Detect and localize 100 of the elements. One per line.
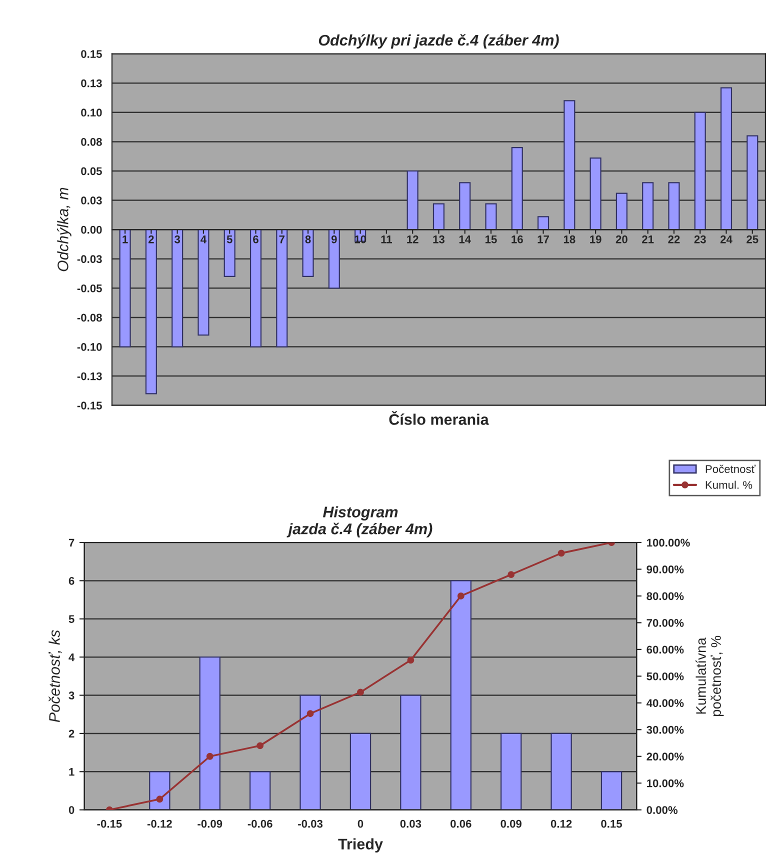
bar <box>172 229 184 348</box>
y2-tick-label: 60.00% <box>646 646 684 654</box>
y-tick-label: -0.03 <box>77 255 102 264</box>
point <box>407 656 414 664</box>
bar <box>590 158 602 230</box>
y-tick-label: -0.10 <box>77 343 102 351</box>
y-tick-label: 3 <box>68 692 74 700</box>
bar <box>199 656 220 810</box>
y-tick-label: 0.03 <box>81 196 102 204</box>
y-tick-label: -0.13 <box>77 372 102 380</box>
bar <box>600 771 622 810</box>
chart-title: Odchýlky pri jazde č.4 (záber 4m) <box>318 34 559 49</box>
y2-tick-label: 50.00% <box>646 672 684 680</box>
x-tick-label: 12 <box>407 235 418 244</box>
x-tick-label: 5 <box>226 236 232 244</box>
bar <box>406 170 418 230</box>
x-tick-label: 13 <box>433 235 444 244</box>
bar <box>511 147 523 230</box>
x-tick-label: 0.12 <box>550 820 572 828</box>
y2-tick-label: 0.00% <box>646 806 678 814</box>
bar <box>302 229 314 278</box>
x-tick-label: 0.09 <box>500 820 522 828</box>
y-axis-title: Odchýlka, m <box>56 188 72 272</box>
point <box>357 688 364 696</box>
y-tick-label: 0.15 <box>81 50 102 58</box>
x-tick-label: 4 <box>200 236 206 244</box>
y-tick-label: 0.13 <box>81 79 102 88</box>
y-axis-title: Početnosť, ks <box>48 630 62 722</box>
x-tick-label: 0 <box>358 820 364 828</box>
x-tick-label: 6 <box>253 235 258 244</box>
bar <box>250 229 262 348</box>
x-tick-label: -0.09 <box>198 820 222 828</box>
y-tick-label: 0.00 <box>81 226 102 234</box>
bar <box>224 229 236 278</box>
x-tick-label: 20 <box>616 235 628 244</box>
y2-tick-label: 20.00% <box>646 752 684 761</box>
x-tick-label: 24 <box>720 235 732 244</box>
bar <box>450 580 472 810</box>
x-tick-label: 15 <box>486 236 497 244</box>
x-tick-label: 0.06 <box>450 820 472 828</box>
bar <box>720 87 732 230</box>
bar <box>328 229 340 289</box>
x-tick-label: 3 <box>174 235 180 244</box>
bar <box>459 182 471 230</box>
y-tick-label: 2 <box>68 730 74 738</box>
y-tick-label: 7 <box>68 538 74 547</box>
y2-tick-label: 100.00% <box>647 538 690 547</box>
x-tick-label: 22 <box>668 235 680 244</box>
point <box>256 742 264 750</box>
x-tick-label: -0.15 <box>97 820 122 828</box>
bar <box>149 771 170 810</box>
x-tick-label: -0.03 <box>298 820 323 828</box>
x-tick-label: 11 <box>381 236 392 244</box>
legend-label: Kumul. % <box>706 480 752 489</box>
bar <box>432 203 445 230</box>
bar <box>746 135 758 230</box>
x-tick-label: 9 <box>331 235 337 244</box>
x-tick-label: 8 <box>305 235 311 244</box>
y-tick-label: -0.08 <box>77 314 102 322</box>
y-tick-label: 5 <box>68 615 74 624</box>
x-tick-label: 7 <box>279 236 284 244</box>
point <box>306 710 314 718</box>
x-tick-label: -0.06 <box>248 820 272 828</box>
bar <box>249 771 271 810</box>
y2-tick-label: 90.00% <box>646 566 684 574</box>
y2-tick-label: 30.00% <box>646 726 684 734</box>
x-tick-label: 14 <box>459 236 471 244</box>
point <box>457 592 464 600</box>
bar <box>276 229 288 348</box>
x-tick-label: 17 <box>538 236 549 244</box>
bar <box>694 112 706 230</box>
bar <box>668 182 680 230</box>
y2-axis-title: Kumulatívna početnosť, % <box>696 636 724 716</box>
x-tick-label: 21 <box>642 235 654 244</box>
y-tick-label: -0.15 <box>77 402 102 410</box>
bar <box>300 694 321 810</box>
bar <box>400 694 422 810</box>
y2-tick-label: 70.00% <box>646 618 684 627</box>
x-tick-label: 0.15 <box>601 820 622 828</box>
y-tick-label: 1 <box>69 768 74 776</box>
y-tick-label: 0.10 <box>81 108 102 117</box>
bar <box>119 229 131 348</box>
bar <box>485 203 497 230</box>
x-axis-title: Triedy <box>338 838 383 852</box>
bar <box>550 732 572 810</box>
y2-tick-label: 40.00% <box>646 699 684 708</box>
point <box>206 752 214 760</box>
point <box>156 796 164 803</box>
bar <box>145 229 157 394</box>
bar <box>616 192 628 230</box>
x-tick-label: 16 <box>512 235 523 244</box>
legend-label: Početnosť <box>706 464 756 473</box>
x-tick-label: 2 <box>148 235 154 244</box>
x-tick-label: 23 <box>694 235 706 244</box>
bar <box>350 732 372 810</box>
x-tick-label: 1 <box>122 236 128 244</box>
y-tick-label: 0.05 <box>81 167 102 176</box>
y-tick-label: -0.05 <box>77 284 102 292</box>
x-tick-label: 25 <box>746 235 758 244</box>
chart-title: Histogram jazda č.4 (záber 4m) <box>286 506 432 538</box>
